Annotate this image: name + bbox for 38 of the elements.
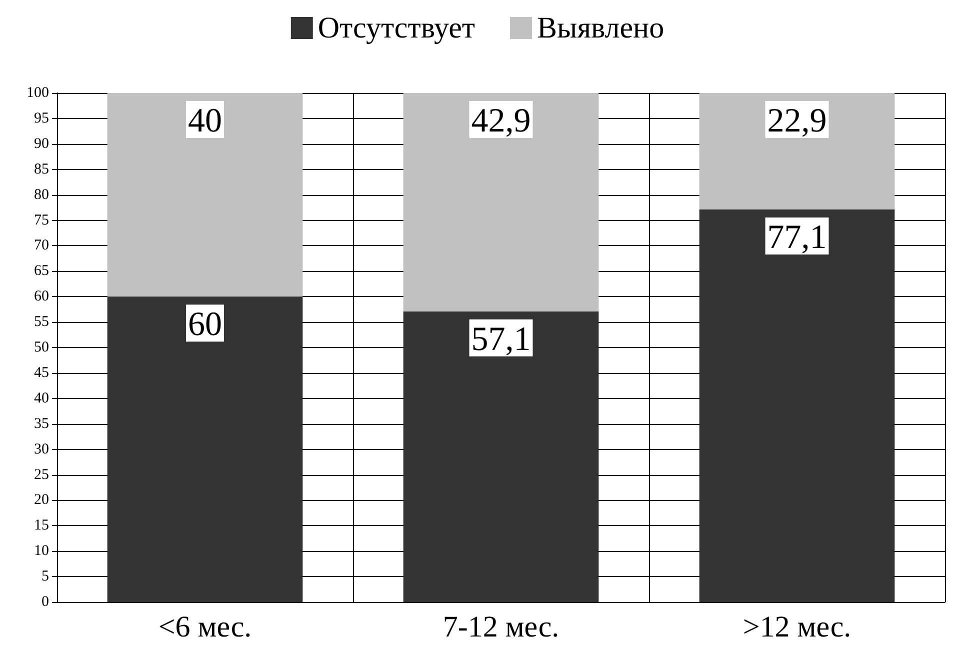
data-label: 42,9 [471,102,531,140]
y-tick-label: 60 [34,288,49,305]
y-tick-label: 10 [34,543,49,560]
y-tick-label: 50 [34,340,49,356]
data-label: 40 [188,102,222,140]
data-label: 57,1 [471,320,531,358]
y-tick-label: 65 [34,263,49,280]
y-tick-label: 70 [34,238,49,254]
y-tick-label: 40 [34,390,49,406]
data-label: 60 [188,306,222,344]
bar [699,93,895,210]
data-label: 77,1 [767,219,827,256]
bar [403,93,599,312]
y-tick-label: 75 [34,212,49,228]
bar [107,93,303,297]
y-tick-label: 25 [34,466,49,483]
y-tick-label: 90 [34,136,49,152]
y-tick-label: 15 [34,518,49,534]
bar [403,311,599,602]
bar [107,296,303,602]
y-tick-label: 45 [34,364,49,381]
x-tick-label: >12 мес. [742,610,852,644]
legend-label: Отсутствует [318,12,476,44]
x-tick-label: <6 мес. [158,610,252,644]
y-tick-label: 35 [34,416,49,432]
y-tick-label: 80 [34,186,49,203]
y-tick-label: 55 [34,314,49,330]
legend-label: Выявлено [537,12,664,44]
y-tick-label: 0 [42,594,49,610]
data-label: 22,9 [767,102,827,140]
y-tick-label: 5 [42,568,49,585]
y-tick-label: 20 [34,492,49,508]
y-tick-label: 85 [34,161,49,178]
x-tick-label: 7-12 мес. [442,610,560,644]
y-tick-label: 30 [34,441,49,458]
y-tick-label: 100 [26,85,49,101]
bar [699,210,895,602]
y-tick-label: 95 [34,110,49,126]
